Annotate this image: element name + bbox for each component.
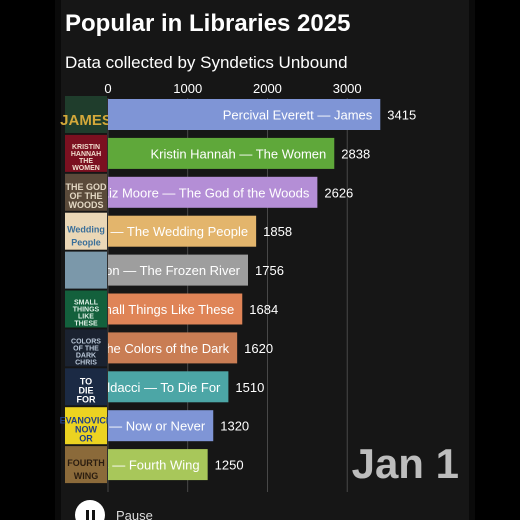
book-cover-text: COLORS [71, 338, 101, 345]
book-cover [65, 96, 107, 133]
pause-icon [91, 509, 95, 520]
book-cover [65, 173, 107, 211]
bar-value-label: 1510 [235, 380, 264, 395]
book-cover-text: THESE [74, 321, 98, 328]
book-cover-text: CHRIS [75, 360, 97, 367]
bar-value-label: 1858 [263, 224, 292, 239]
book-cover-text: OF THE [73, 345, 99, 352]
bar [108, 293, 243, 325]
book-cover [65, 407, 107, 445]
bar-category-label: awhon — The Frozen River [81, 263, 240, 278]
book-cover-text: OR [79, 434, 93, 444]
book-cover-text: KRISTIN [72, 144, 100, 151]
bar-category-label: Baldacci — To Die For [91, 380, 221, 395]
bar [108, 99, 381, 130]
bar-value-label: 1250 [215, 458, 244, 473]
bar-category-label: os — Fourth Wing [95, 458, 200, 473]
pause-button[interactable] [75, 500, 105, 520]
book-cover [65, 134, 107, 172]
x-tick-label: 0 [104, 81, 111, 96]
bar-category-label: Liz Moore — The God of the Woods [102, 185, 310, 200]
book-cover-text: JAMES [60, 112, 112, 129]
book-cover-text: SMALL [74, 300, 99, 307]
bar-value-label: 1620 [244, 341, 273, 356]
bar-value-label: 1684 [249, 302, 278, 317]
book-cover-text: People [71, 238, 101, 248]
book-cover-text: NOW [75, 424, 98, 434]
bar [108, 176, 318, 208]
book-cover-text: Wedding [67, 225, 105, 235]
bar-value-label: 2838 [341, 146, 370, 161]
bar-chart: 0 1000 2000 3000 JAMES Percival Everett — Jam… [60, 81, 416, 492]
book-cover-text: WING [74, 471, 99, 481]
bar [108, 449, 208, 481]
book-cover [65, 212, 107, 250]
book-cover-text: DIE [78, 386, 93, 396]
book-cover [65, 446, 107, 484]
bar [108, 371, 229, 403]
bar [108, 332, 238, 364]
bar [108, 137, 335, 169]
bar-value-label: 1756 [255, 263, 284, 278]
bar-category-label: Percival Everett — James [223, 108, 373, 123]
pause-label: Pause [116, 508, 153, 520]
bar-category-label: ach — The Wedding People [86, 224, 248, 239]
bar-category-label: Small Things Like These [92, 302, 234, 317]
book-cover [65, 290, 107, 328]
book-cover-text: HANNAH [71, 151, 101, 158]
book-cover-text: WOODS [69, 200, 104, 210]
book-cover-text: LIKE [78, 314, 94, 321]
bar-category-label: l the Colors of the Dark [96, 341, 229, 356]
bar-value-label: 2626 [324, 185, 353, 200]
book-cover-text: WOMEN [72, 165, 100, 172]
bar-value-label: 3415 [387, 108, 416, 123]
book-cover [65, 329, 107, 367]
chart-stage: Popular in Libraries 2025 Data collected… [55, 0, 475, 520]
book-cover-text: THINGS [73, 307, 100, 314]
bar [108, 410, 214, 442]
book-cover-text: EVANOVICH [60, 415, 113, 425]
bar [108, 215, 257, 247]
bar-category-label: ch — Now or Never [92, 419, 206, 434]
x-tick-label: 3000 [333, 81, 362, 96]
book-cover-text: THE GOD [65, 182, 107, 192]
bar-category-label: Kristin Hannah — The Women [150, 146, 326, 161]
book-cover-text: DARK [76, 353, 96, 360]
book-cover-text: TO [80, 376, 92, 386]
chart-title: Popular in Libraries 2025 [65, 10, 351, 37]
chart-subtitle: Data collected by Syndetics Unbound [65, 53, 348, 72]
x-tick-label: 1000 [173, 81, 202, 96]
pause-icon [85, 509, 89, 520]
book-cover [65, 251, 107, 289]
book-cover-text: FOURTH [67, 458, 105, 468]
book-cover [65, 368, 107, 406]
bar-value-label: 1320 [220, 419, 249, 434]
book-cover-text: OF THE [70, 191, 103, 201]
bar [108, 254, 249, 286]
book-cover-text: FOR [77, 395, 96, 405]
book-cover-text: THE [79, 158, 93, 165]
date-label: Jan 1 [351, 440, 459, 487]
x-tick-label: 2000 [253, 81, 282, 96]
